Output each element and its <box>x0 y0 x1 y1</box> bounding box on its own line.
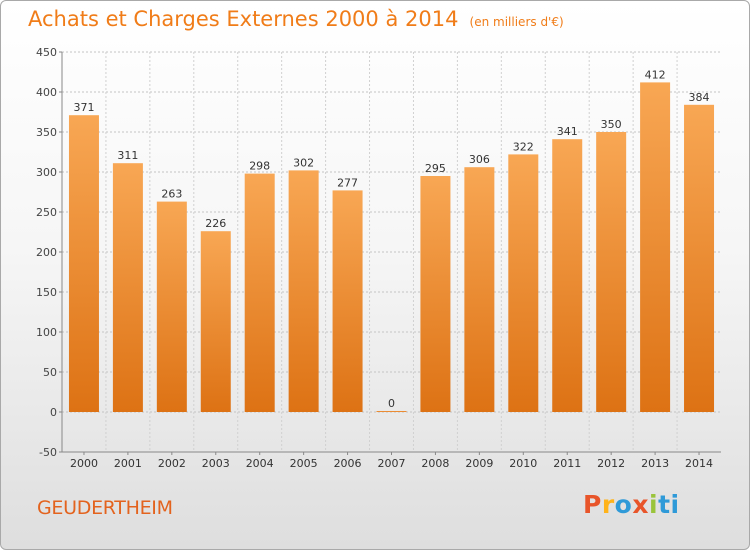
bar <box>200 231 231 412</box>
x-tick-label: 2008 <box>421 457 449 470</box>
y-tick-label: 350 <box>36 126 57 139</box>
y-tick-label: 50 <box>43 366 57 379</box>
x-tick-label: 2000 <box>70 457 98 470</box>
data-label: 226 <box>205 217 226 230</box>
data-label: 0 <box>388 397 395 410</box>
y-tick-label: 100 <box>36 326 57 339</box>
data-label: 302 <box>293 156 314 169</box>
chart-unit-label: (en milliers d'€) <box>469 15 564 29</box>
data-label: 384 <box>689 91 710 104</box>
bar <box>464 167 495 412</box>
data-label: 298 <box>249 160 270 173</box>
brand-letter: x <box>632 490 649 519</box>
x-tick-label: 2014 <box>685 457 713 470</box>
data-label: 295 <box>425 162 446 175</box>
y-tick-label: -50 <box>39 446 57 459</box>
x-tick-label: 2007 <box>378 457 406 470</box>
x-tick-label: 2006 <box>334 457 362 470</box>
y-tick-label: 400 <box>36 86 57 99</box>
y-tick-label: 450 <box>36 46 57 59</box>
bar <box>420 176 451 412</box>
x-tick-label: 2004 <box>246 457 274 470</box>
data-label: 263 <box>161 188 182 201</box>
y-tick-label: 250 <box>36 206 57 219</box>
x-tick-label: 2002 <box>158 457 186 470</box>
bar <box>156 201 187 412</box>
x-tick-label: 2010 <box>509 457 537 470</box>
x-tick-label: 2011 <box>553 457 581 470</box>
x-tick-label: 2005 <box>290 457 318 470</box>
data-label: 322 <box>513 140 534 153</box>
bar <box>68 115 99 412</box>
y-tick-label: 300 <box>36 166 57 179</box>
chart-title-text: Achats et Charges Externes 2000 à 2014 <box>28 7 459 31</box>
bar <box>112 163 143 412</box>
bar <box>596 132 627 412</box>
y-tick-label: 0 <box>50 406 57 419</box>
bar <box>288 170 319 412</box>
chart-title: Achats et Charges Externes 2000 à 2014 (… <box>28 7 564 31</box>
x-tick-label: 2001 <box>114 457 142 470</box>
brand-letter: i <box>670 490 680 519</box>
brand-letter: o <box>614 490 633 519</box>
brand-letter: t <box>658 490 671 519</box>
bar <box>244 173 275 412</box>
proxiti-logo: Proxiti <box>583 490 680 519</box>
data-label: 311 <box>117 149 138 162</box>
data-label: 412 <box>645 68 666 81</box>
brand-letter: r <box>601 490 615 519</box>
brand-letter: P <box>583 490 602 519</box>
x-tick-label: 2012 <box>597 457 625 470</box>
bar <box>552 139 583 412</box>
bar <box>640 82 671 413</box>
x-tick-label: 2003 <box>202 457 230 470</box>
bar <box>376 411 407 412</box>
y-tick-label: 200 <box>36 246 57 259</box>
y-tick-label: 150 <box>36 286 57 299</box>
bar <box>332 190 363 412</box>
brand-letter: i <box>649 490 659 519</box>
data-label: 371 <box>73 101 94 114</box>
x-tick-label: 2009 <box>465 457 493 470</box>
commune-name: GEUDERTHEIM <box>37 497 173 519</box>
bar <box>684 104 715 413</box>
bar <box>508 154 539 412</box>
data-label: 350 <box>601 118 622 131</box>
x-tick-label: 2013 <box>641 457 669 470</box>
data-label: 277 <box>337 176 358 189</box>
data-label: 306 <box>469 153 490 166</box>
data-label: 341 <box>557 125 578 138</box>
